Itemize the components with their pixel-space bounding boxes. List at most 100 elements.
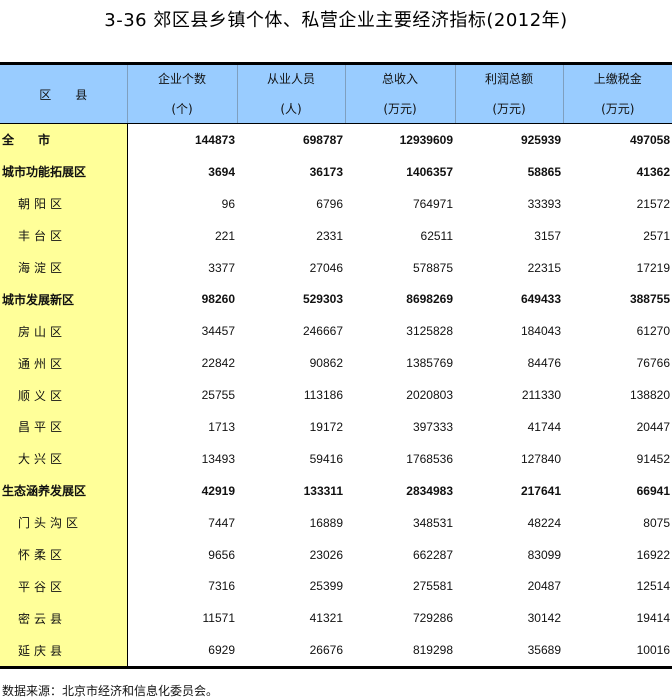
row-name: 密云县 <box>0 602 128 635</box>
table-cell: 25399 <box>309 579 343 594</box>
table-cell: 20447 <box>636 419 670 434</box>
table-cell: 30142 <box>527 611 561 626</box>
table-cell: 2020803 <box>406 388 453 403</box>
table-cell: 529303 <box>302 292 343 307</box>
table-row: 延庆县 6929 26676 819298 35689 10016 <box>0 634 672 668</box>
table-row: 城市功能拓展区 3694 36173 1406357 58865 41362 <box>0 155 672 188</box>
page-title: 3-36 郊区县乡镇个体、私营企业主要经济指标(2012年) <box>104 10 568 31</box>
column-label: 总收入 <box>381 72 418 86</box>
table-row: 城市发展新区 98260 529303 8698269 649433 388755 <box>0 283 672 316</box>
table-cell: 59416 <box>309 451 343 466</box>
row-name: 房山区 <box>0 315 128 348</box>
table-cell: 76766 <box>636 356 670 371</box>
table-row: 海淀区 3377 27046 578875 22315 17219 <box>0 251 672 284</box>
column-label: 企业个数 <box>157 72 206 86</box>
table-cell: 58865 <box>527 164 561 179</box>
table-cell: 211330 <box>521 388 561 403</box>
table-cell: 2571 <box>643 228 670 243</box>
table-row: 大兴区 13493 59416 1768536 127840 91452 <box>0 442 672 475</box>
table-row: 密云县 11571 41321 729286 30142 19414 <box>0 602 672 635</box>
table-cell: 2834983 <box>406 483 453 498</box>
table-cell: 649433 <box>520 292 561 307</box>
row-name: 丰台区 <box>0 219 128 252</box>
table-row: 顺义区 25755 113186 2020803 211330 138820 <box>0 379 672 412</box>
table-row: 通州区 22842 90862 1385769 84476 76766 <box>0 347 672 380</box>
column-unit: (万元) <box>601 102 635 116</box>
row-name: 城市发展新区 <box>0 283 128 316</box>
row-name: 门头沟区 <box>0 506 128 539</box>
row-name: 怀柔区 <box>0 538 128 571</box>
row-name: 生态涵养发展区 <box>0 474 128 507</box>
column-header: 利润总额 (万元) <box>455 63 564 124</box>
table-row: 门头沟区 7447 16889 348531 48224 8075 <box>0 506 672 539</box>
table-cell: 21572 <box>636 196 670 211</box>
column-unit: (个) <box>171 102 193 116</box>
column-header: 区 县 <box>0 63 128 124</box>
table-cell: 217641 <box>520 483 561 498</box>
column-label: 从业人员 <box>266 72 315 86</box>
row-name: 平谷区 <box>0 570 128 603</box>
column-label: 上缴税金 <box>593 72 642 86</box>
table-cell: 22315 <box>527 260 561 275</box>
row-name: 海淀区 <box>0 251 128 284</box>
table-cell: 698787 <box>302 132 343 147</box>
table-cell: 62511 <box>420 228 453 243</box>
table-cell: 96 <box>221 196 235 211</box>
table-cell: 113186 <box>303 388 343 403</box>
table-row: 平谷区 7316 25399 275581 20487 12514 <box>0 570 672 603</box>
table-cell: 6929 <box>208 643 235 658</box>
table-cell: 16889 <box>309 515 343 530</box>
table-cell: 20487 <box>527 579 561 594</box>
table-cell: 3377 <box>208 260 235 275</box>
table-row: 怀柔区 9656 23026 662287 83099 16922 <box>0 538 672 571</box>
table-cell: 84476 <box>527 356 561 371</box>
table-cell: 138820 <box>629 388 670 403</box>
table-cell: 388755 <box>629 292 670 307</box>
row-name: 大兴区 <box>0 442 128 475</box>
row-name: 顺义区 <box>0 379 128 412</box>
row-name: 城市功能拓展区 <box>0 155 128 188</box>
table-cell: 133311 <box>303 483 343 498</box>
table-cell: 90862 <box>309 356 343 371</box>
table-cell: 22842 <box>201 356 235 371</box>
row-name: 通州区 <box>0 347 128 380</box>
table-cell: 578875 <box>412 260 453 275</box>
table-cell: 61270 <box>636 324 670 339</box>
table-cell: 2331 <box>316 228 343 243</box>
table-cell: 33393 <box>527 196 561 211</box>
column-header: 上缴税金 (万元) <box>563 63 672 124</box>
table-cell: 729286 <box>412 611 453 626</box>
table-cell: 12514 <box>636 579 670 594</box>
table-cell: 16922 <box>636 547 670 562</box>
table-cell: 819298 <box>412 643 453 658</box>
table-cell: 144873 <box>194 132 235 147</box>
column-header: 总收入 (万元) <box>345 63 456 124</box>
table-cell: 25755 <box>201 388 235 403</box>
row-name: 昌平区 <box>0 411 128 443</box>
table-cell: 8698269 <box>406 292 453 307</box>
table-cell: 497058 <box>629 132 670 147</box>
column-label: 利润总额 <box>484 72 533 86</box>
table-cell: 184043 <box>520 324 561 339</box>
column-header: 从业人员 (人) <box>237 63 346 124</box>
table-cell: 1385769 <box>406 356 453 371</box>
table-cell: 7316 <box>208 579 235 594</box>
table-cell: 275581 <box>412 579 453 594</box>
table-cell: 27046 <box>309 260 343 275</box>
table-cell: 7447 <box>208 515 235 530</box>
table-cell: 3694 <box>208 164 235 179</box>
table-cell: 12939609 <box>399 132 453 147</box>
row-name: 延庆县 <box>0 634 128 668</box>
column-unit: (万元) <box>383 102 417 116</box>
data-table: 区 县 企业个数 (个) 从业人员 (人) 总收入 (万元) 利润总额 (万元) 上缴税金 (万元)… <box>0 62 672 670</box>
table-cell: 127840 <box>520 451 561 466</box>
table-row: 全 市 144873 698787 12939609 925939 497058 <box>0 123 672 156</box>
table-cell: 34457 <box>201 324 235 339</box>
table-cell: 19172 <box>309 419 343 434</box>
table-cell: 1713 <box>208 419 235 434</box>
table-cell: 221 <box>214 228 235 243</box>
footnote: 数据来源：北京市经济和信息化委员会。 <box>2 684 219 698</box>
row-name: 朝阳区 <box>0 187 128 220</box>
table-cell: 764971 <box>412 196 453 211</box>
table-cell: 98260 <box>201 292 235 307</box>
